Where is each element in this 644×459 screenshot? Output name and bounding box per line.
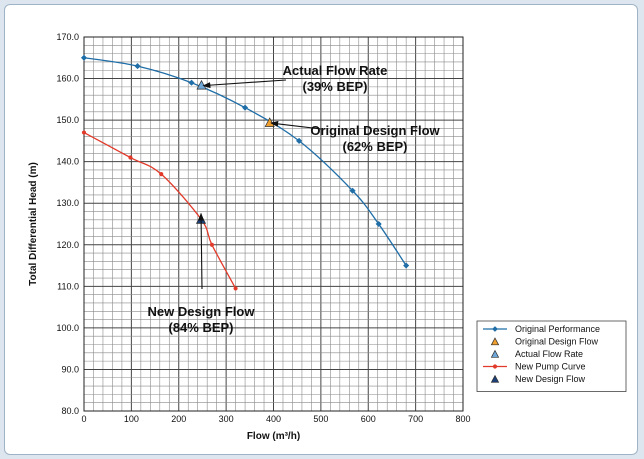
- y-tick-label: 80.0: [61, 406, 79, 416]
- legend-swatch-new-design-flow: [490, 374, 500, 383]
- annotation-new-design-flow: New Design Flow(84% BEP): [148, 212, 256, 335]
- new-pump-curve-point: [209, 242, 214, 247]
- legend-swatch-actual-flow-rate: [490, 349, 500, 358]
- legend-label-new-pump-curve: New Pump Curve: [515, 362, 586, 372]
- y-tick-label: 160.0: [56, 74, 79, 84]
- original-performance-point: [375, 220, 382, 228]
- new-pump-curve-point: [159, 172, 164, 177]
- y-tick-label: 100.0: [56, 323, 79, 333]
- y-tick-label: 120.0: [56, 240, 79, 250]
- annotation-original-design-flow: Original Design Flow(62% BEP): [270, 120, 441, 154]
- y-tick-label: 90.0: [61, 364, 79, 374]
- new-pump-curve-line: [83, 132, 237, 289]
- x-tick-label: 500: [313, 414, 328, 424]
- annotation-new-design-flow-line: New Design Flow: [148, 304, 256, 319]
- x-tick-label: 300: [219, 414, 234, 424]
- x-axis-title: Flow (m³/h): [247, 431, 300, 442]
- original-performance-point: [134, 62, 141, 70]
- y-tick-label: 110.0: [57, 281, 79, 291]
- annotation-actual-flow-rate-arrow: [202, 79, 287, 89]
- annotation-new-design-flow-line: (84% BEP): [168, 320, 233, 335]
- axes: 0 100 200 300 400 500 600 700 800 80.0 90.0 100.0 11…: [28, 32, 471, 442]
- grid-lines: [83, 36, 464, 412]
- original-performance-point: [349, 187, 356, 194]
- legend-swatch-new-pump-curve: [492, 364, 498, 369]
- legend-swatch-original-performance: [492, 326, 498, 332]
- original-performance-point: [188, 79, 195, 86]
- annotation-actual-flow-rate: Actual Flow Rate(39% BEP): [202, 63, 388, 94]
- x-tick-label: 200: [171, 414, 186, 424]
- new-pump-curve-point: [128, 155, 133, 160]
- legend-label-original-design-flow: Original Design Flow: [515, 337, 599, 347]
- legend-swatch-original-design-flow: [490, 337, 500, 346]
- original-performance-point: [295, 137, 303, 145]
- annotations: Actual Flow Rate(39% BEP) Original Design…: [148, 63, 441, 335]
- annotation-actual-flow-rate-line: (39% BEP): [302, 79, 367, 94]
- annotation-original-design-flow-line: (62% BEP): [342, 139, 407, 154]
- plot-border: [83, 36, 464, 412]
- y-tick-label: 140.0: [56, 157, 79, 167]
- x-tick-label: 100: [124, 414, 139, 424]
- x-tick-label: 600: [361, 414, 376, 424]
- y-axis-title: Total Differential Head (m): [28, 162, 39, 286]
- legend: Original Performance Original Design Flow…: [476, 320, 627, 392]
- annotation-original-design-flow-arrow: [270, 120, 322, 130]
- x-tick-label: 400: [266, 414, 281, 424]
- x-tick-label: 700: [408, 414, 423, 424]
- legend-label-new-design-flow: New Design Flow: [515, 374, 586, 384]
- new-pump-curve-point: [81, 130, 87, 135]
- annotation-actual-flow-rate-line: Actual Flow Rate: [283, 63, 388, 78]
- y-tick-label: 150.0: [56, 115, 79, 125]
- legend-label-actual-flow-rate: Actual Flow Rate: [515, 349, 583, 359]
- annotation-original-design-flow-line: Original Design Flow: [310, 123, 440, 138]
- original-performance-point: [402, 262, 410, 269]
- y-tick-label: 170.0: [56, 32, 79, 42]
- x-tick-label: 800: [455, 414, 470, 424]
- annotation-new-design-flow-arrow: [198, 212, 205, 290]
- legend-label-original-performance: Original Performance: [515, 324, 600, 334]
- x-tick-label: 0: [81, 414, 86, 424]
- legend-box: [476, 320, 627, 392]
- original-performance-point: [241, 104, 249, 111]
- y-tick-label: 130.0: [56, 198, 79, 208]
- new-pump-curve-point: [233, 286, 238, 291]
- original-performance-point: [80, 54, 88, 61]
